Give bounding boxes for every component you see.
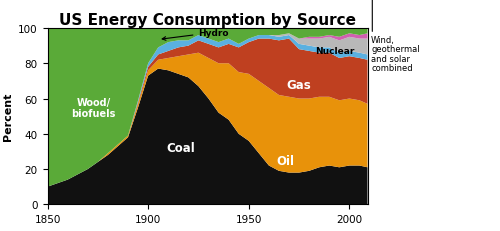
Text: Nuclear: Nuclear (316, 47, 355, 56)
Text: Hydro: Hydro (162, 29, 229, 41)
Text: Wind,: Wind, (371, 36, 395, 45)
Y-axis label: Percent: Percent (2, 93, 12, 141)
Text: geothermal: geothermal (371, 45, 420, 54)
Text: combined: combined (371, 64, 412, 73)
Text: Gas: Gas (286, 79, 312, 91)
Text: Coal: Coal (166, 142, 194, 155)
Text: Oil: Oil (276, 154, 294, 167)
Text: Wood/
biofuels: Wood/ biofuels (72, 97, 116, 119)
Title: US Energy Consumption by Source: US Energy Consumption by Source (59, 13, 356, 28)
Text: and solar: and solar (371, 54, 410, 63)
